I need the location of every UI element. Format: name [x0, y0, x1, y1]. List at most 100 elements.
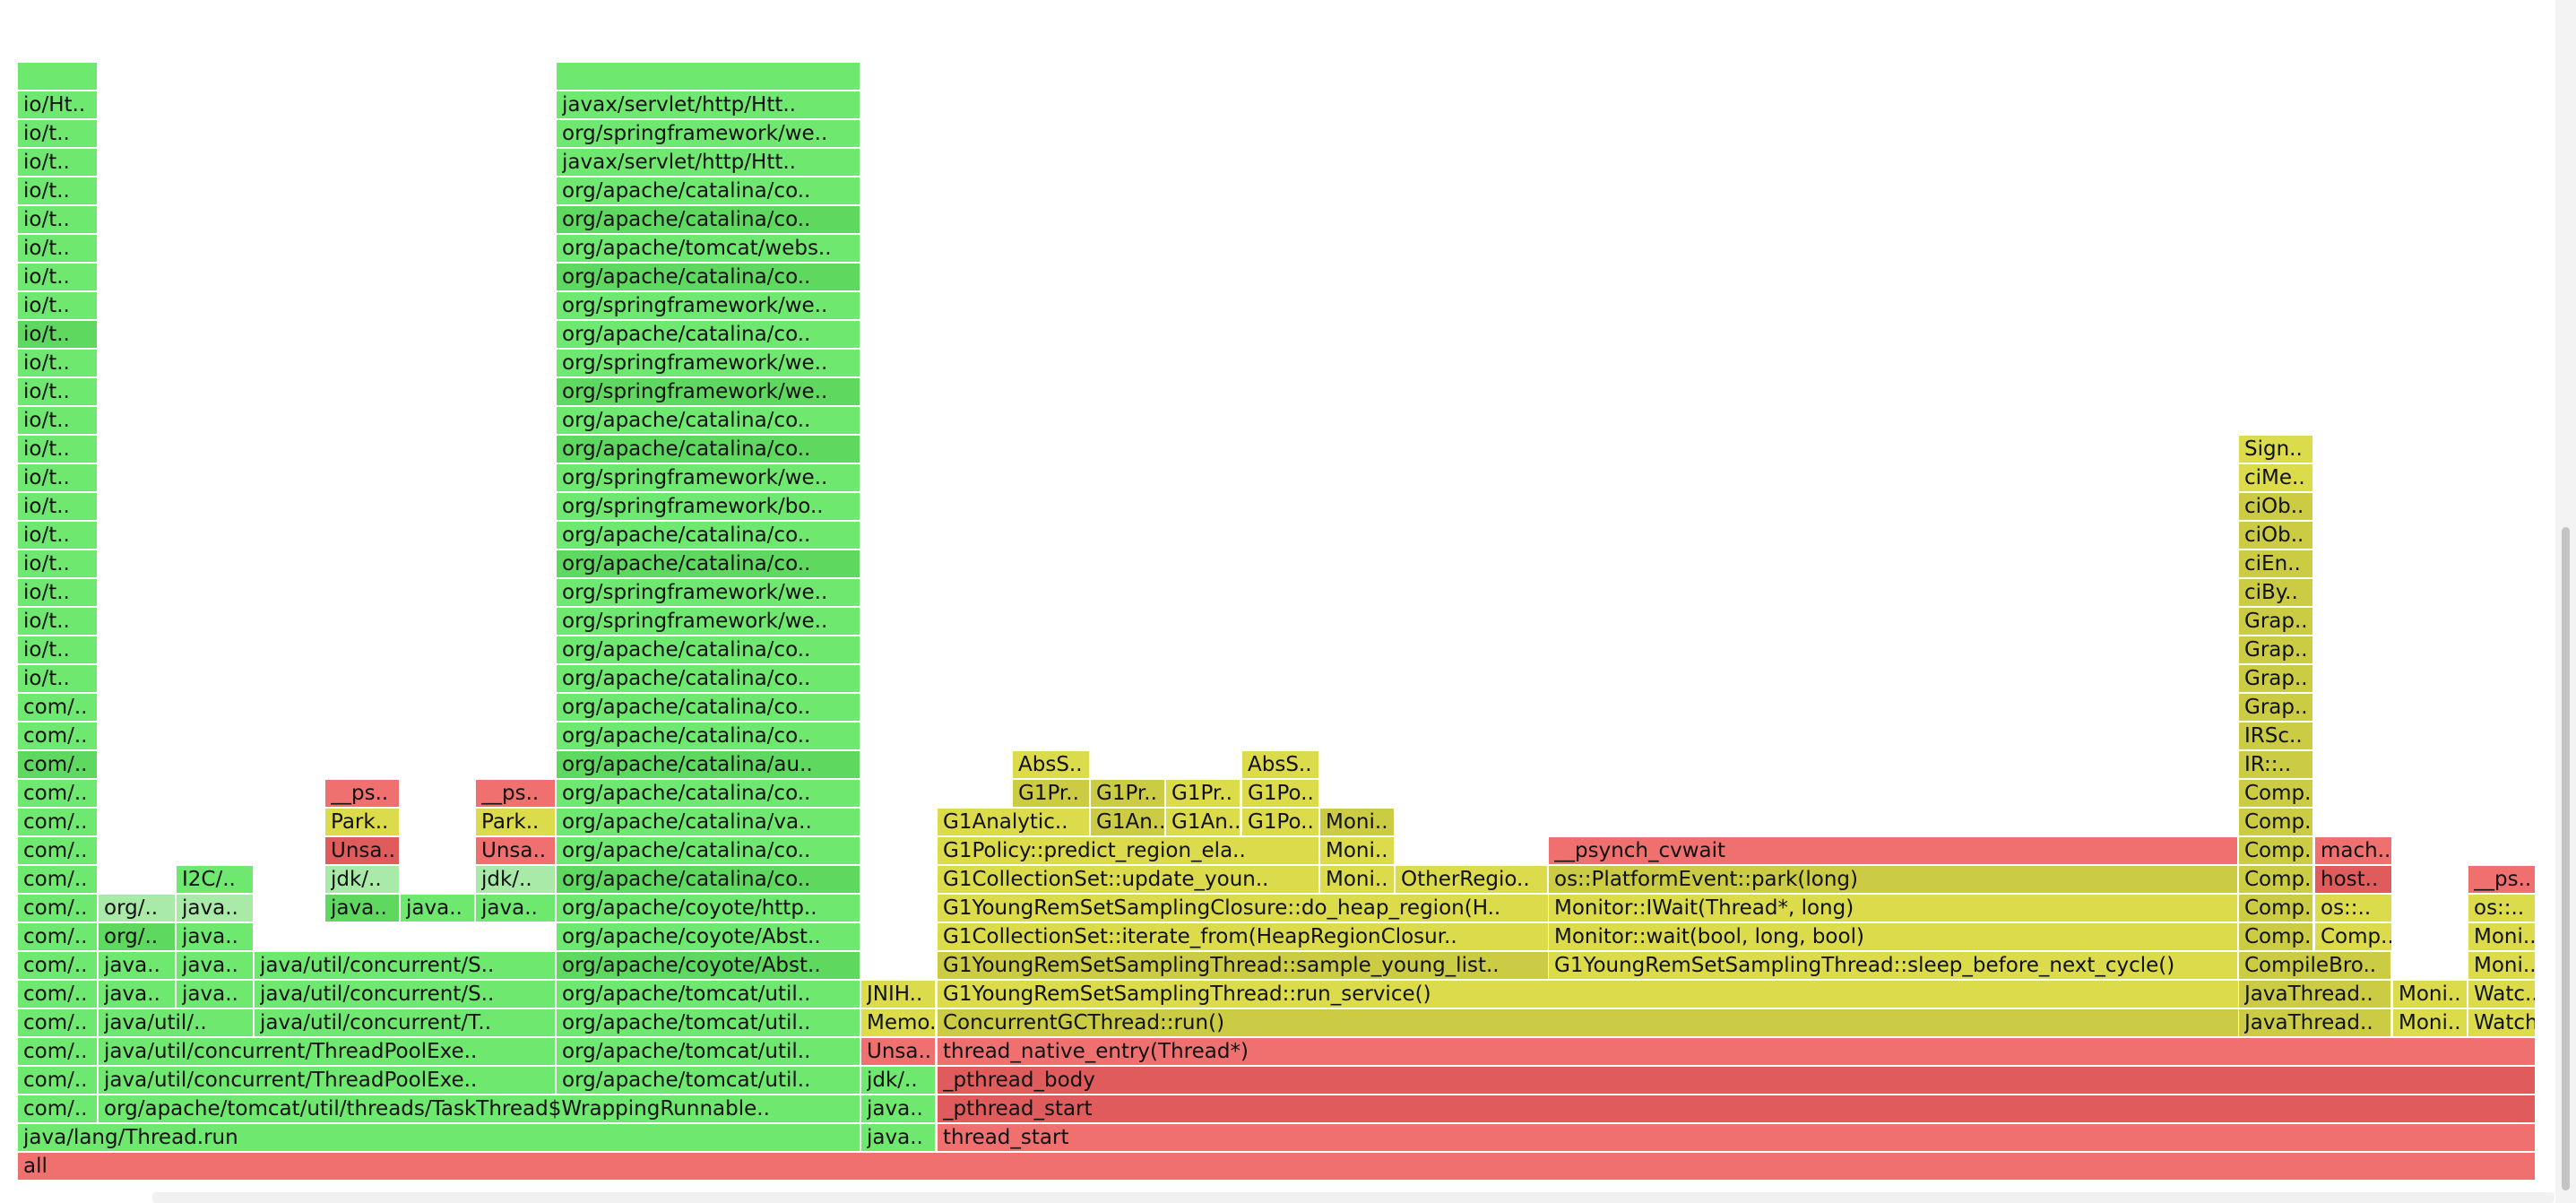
flame-frame[interactable]: Moni.. [2393, 1009, 2468, 1036]
flame-frame[interactable]: java.. [177, 952, 255, 979]
flame-frame[interactable]: org/apache/tomcat/util/threads/TaskThrea… [99, 1095, 861, 1122]
flame-frame[interactable]: Park.. [476, 809, 557, 835]
flame-frame[interactable]: Unsa.. [325, 837, 401, 864]
flame-frame[interactable]: java.. [177, 981, 255, 1008]
flame-frame[interactable]: org/apache/catalina/au.. [557, 751, 861, 778]
flame-frame[interactable]: G1Pr.. [1013, 780, 1091, 807]
flame-frame[interactable]: java.. [325, 895, 401, 922]
flame-frame[interactable]: os::.. [2315, 895, 2393, 922]
flame-frame[interactable]: G1Po.. [1242, 809, 1320, 835]
flame-frame[interactable]: org/apache/catalina/co.. [557, 436, 861, 463]
flame-frame[interactable]: I2C/.. [177, 866, 255, 893]
flame-frame[interactable]: os::.. [2468, 895, 2537, 922]
flame-frame[interactable]: jdk/.. [861, 1067, 937, 1094]
flame-frame[interactable]: Moni.. [2393, 981, 2468, 1008]
flame-frame[interactable]: org/apache/catalina/co.. [557, 723, 861, 749]
flame-frame[interactable]: org/apache/tomcat/util.. [557, 981, 861, 1008]
flame-frame[interactable]: io/t.. [18, 321, 99, 348]
flame-frame[interactable]: org/apache/catalina/co.. [557, 694, 861, 721]
flame-frame[interactable]: com/.. [18, 1009, 99, 1036]
flame-frame[interactable]: io/t.. [18, 235, 99, 262]
flame-frame[interactable]: org/apache/catalina/co.. [557, 866, 861, 893]
flame-frame[interactable]: Monitor::wait(bool, long, bool) [1549, 923, 2239, 950]
flame-frame[interactable]: org/springframework/we.. [557, 350, 861, 376]
flame-frame[interactable]: Comp.. [2239, 809, 2314, 835]
flame-frame[interactable]: G1YoungRemSetSamplingClosure::do_heap_re… [938, 895, 1550, 922]
flame-frame[interactable]: org/apache/catalina/co.. [557, 206, 861, 233]
flame-frame[interactable]: java.. [476, 895, 557, 922]
flame-frame[interactable]: Moni.. [2468, 952, 2537, 979]
flame-frame[interactable]: org/apache/catalina/co.. [557, 522, 861, 549]
flame-frame[interactable]: com/.. [18, 751, 99, 778]
flame-frame[interactable]: host.. [2315, 866, 2393, 893]
flame-frame[interactable]: Grap.. [2239, 608, 2314, 635]
flame-frame[interactable]: CompileBro.. [2239, 952, 2392, 979]
flame-frame[interactable]: io/t.. [18, 350, 99, 376]
flame-frame[interactable]: org/apache/tomcat/util.. [557, 1009, 861, 1036]
flame-frame[interactable]: Monitor::IWait(Thread*, long) [1549, 895, 2239, 922]
flame-frame[interactable]: com/.. [18, 895, 99, 922]
flame-frame[interactable]: G1Analytic.. [938, 809, 1091, 835]
flame-frame[interactable]: Watc.. [2468, 981, 2537, 1008]
flame-frame[interactable]: Memo.. [861, 1009, 937, 1036]
flame-frame[interactable]: com/.. [18, 866, 99, 893]
flame-frame[interactable]: Moni.. [2468, 923, 2537, 950]
flame-frame[interactable]: com/.. [18, 1067, 99, 1094]
flame-frame[interactable]: io/t.. [18, 608, 99, 635]
flame-frame[interactable]: io/t.. [18, 636, 99, 663]
flame-frame[interactable]: G1Pr.. [1166, 780, 1241, 807]
flame-frame[interactable]: com/.. [18, 837, 99, 864]
flame-frame[interactable]: java.. [177, 895, 255, 922]
flame-frame[interactable]: all [18, 1153, 2537, 1180]
flame-frame[interactable]: io/t.. [18, 493, 99, 520]
flame-frame[interactable]: org/springframework/we.. [557, 464, 861, 491]
flame-frame[interactable]: Comp.. [2239, 780, 2314, 807]
flame-frame[interactable]: Comp.. [2239, 895, 2314, 922]
flame-frame[interactable]: Grap.. [2239, 636, 2314, 663]
flame-frame[interactable]: java/util/concurrent/T.. [255, 1009, 557, 1036]
flame-frame[interactable]: javax/servlet/http/Htt.. [557, 91, 861, 118]
flame-frame[interactable]: io/t.. [18, 120, 99, 147]
flame-frame[interactable]: io/t.. [18, 464, 99, 491]
flame-frame[interactable]: os::PlatformEvent::park(long) [1549, 866, 2239, 893]
flame-frame[interactable]: org/springframework/we.. [557, 608, 861, 635]
flame-frame[interactable]: Comp.. [2239, 923, 2314, 950]
flame-frame[interactable]: com/.. [18, 780, 99, 807]
flame-frame[interactable]: io/t.. [18, 579, 99, 606]
flame-frame[interactable]: __ps.. [325, 780, 401, 807]
flame-frame[interactable]: IR::.. [2239, 751, 2314, 778]
flame-frame[interactable]: ciOb.. [2239, 493, 2314, 520]
flame-frame[interactable]: ciEn.. [2239, 550, 2314, 577]
flame-frame[interactable]: com/.. [18, 952, 99, 979]
flame-frame[interactable]: __psynch_cvwait [1549, 837, 2239, 864]
flame-frame[interactable]: __ps.. [476, 780, 557, 807]
flame-frame[interactable]: G1Pr.. [1091, 780, 1166, 807]
flame-frame[interactable]: org/apache/catalina/co.. [557, 780, 861, 807]
flame-frame[interactable]: io/t.. [18, 522, 99, 549]
flame-frame[interactable]: org/apache/catalina/co.. [557, 837, 861, 864]
flame-frame[interactable]: ConcurrentGCThread::run() [938, 1009, 2240, 1036]
flame-frame[interactable]: Comp.. [2315, 923, 2393, 950]
flame-frame[interactable]: io/t.. [18, 436, 99, 463]
flame-frame[interactable]: io/t.. [18, 665, 99, 692]
flame-frame[interactable]: org/apache/catalina/co.. [557, 665, 861, 692]
flame-frame[interactable]: __ps.. [2468, 866, 2537, 893]
flame-frame[interactable] [18, 63, 99, 90]
flame-frame[interactable]: G1CollectionSet::update_youn.. [938, 866, 1320, 893]
flame-frame[interactable]: com/.. [18, 1095, 99, 1122]
flame-frame[interactable]: ciBy.. [2239, 579, 2314, 606]
flame-frame[interactable]: org/apache/catalina/co.. [557, 321, 861, 348]
flame-frame[interactable]: JavaThread.. [2239, 1009, 2392, 1036]
flame-frame[interactable]: java.. [177, 923, 255, 950]
flame-frame[interactable]: io/t.. [18, 177, 99, 204]
flame-frame[interactable]: org/apache/coyote/Abst.. [557, 923, 861, 950]
flame-frame[interactable]: mach.. [2315, 837, 2393, 864]
flame-frame[interactable]: java/lang/Thread.run [18, 1124, 861, 1151]
flame-frame[interactable]: _pthread_start [938, 1095, 2537, 1122]
flame-frame[interactable]: thread_native_entry(Thread*) [938, 1038, 2537, 1065]
flame-frame[interactable]: io/t.. [18, 378, 99, 405]
flame-frame[interactable]: org/.. [99, 895, 177, 922]
flame-frame[interactable]: org/apache/catalina/va.. [557, 809, 861, 835]
flame-frame[interactable]: jdk/.. [325, 866, 401, 893]
flame-frame[interactable]: org/springframework/we.. [557, 292, 861, 319]
